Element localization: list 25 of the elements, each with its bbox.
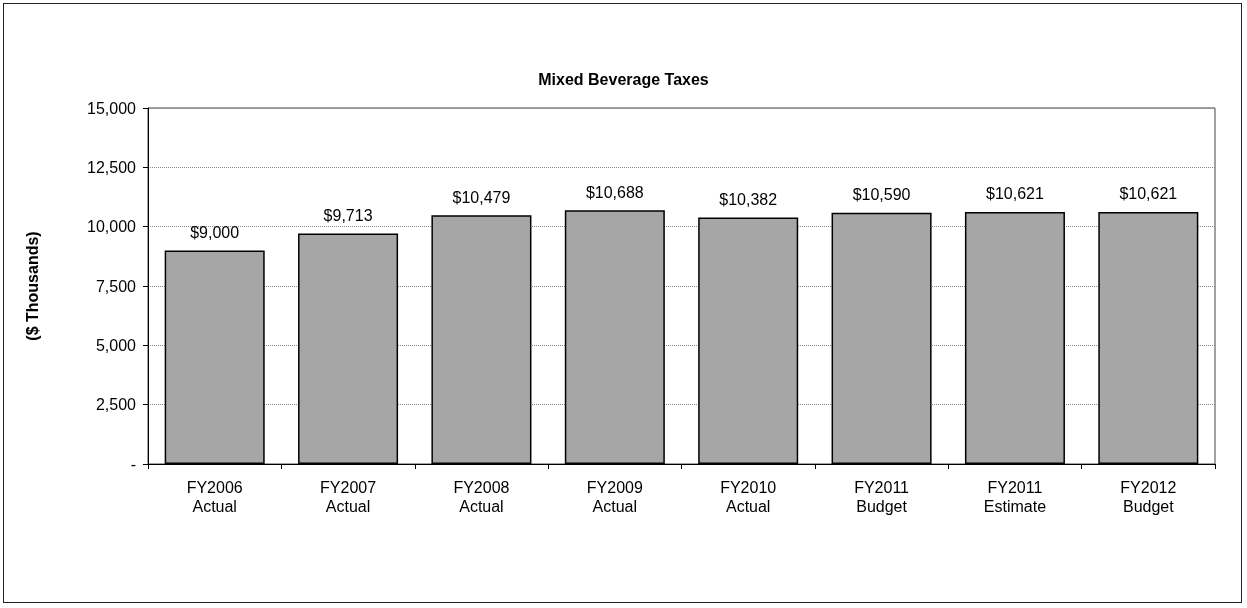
x-tick-label: FY2012 Budget xyxy=(1120,479,1177,515)
x-tick-label: FY2011 Estimate xyxy=(983,479,1047,515)
y-tick-label: - xyxy=(130,455,136,473)
data-label: $10,621 xyxy=(1119,185,1178,203)
data-label: $10,479 xyxy=(452,188,511,206)
x-tick-label: FY2007 Actual xyxy=(320,479,377,515)
y-tick-label: 5,000 xyxy=(95,336,137,354)
data-label: $10,590 xyxy=(852,186,911,204)
x-tick-label: FY2008 Actual xyxy=(453,479,510,515)
x-tick-label: FY2010 Actual xyxy=(720,479,777,515)
y-axis-title: ($ Thousands) xyxy=(23,231,41,341)
y-tick-label: 15,000 xyxy=(87,99,137,117)
y-tick-label: 2,500 xyxy=(95,396,137,414)
data-label: $9,000 xyxy=(190,223,240,241)
x-tick-label: FY2009 Actual xyxy=(586,479,643,515)
chart-title: Mixed Beverage Taxes xyxy=(538,70,709,88)
data-label: $10,382 xyxy=(719,191,778,209)
x-tick-label: FY2006 Actual xyxy=(186,479,243,515)
y-tick-label: 10,000 xyxy=(87,218,137,236)
y-tick-label: 7,500 xyxy=(95,277,137,295)
data-label: $10,688 xyxy=(585,183,644,201)
data-label: $10,621 xyxy=(986,185,1044,203)
data-label: $9,713 xyxy=(323,206,373,224)
x-tick-label: FY2011 Budget xyxy=(854,479,910,515)
y-tick-label: 12,500 xyxy=(87,158,137,176)
